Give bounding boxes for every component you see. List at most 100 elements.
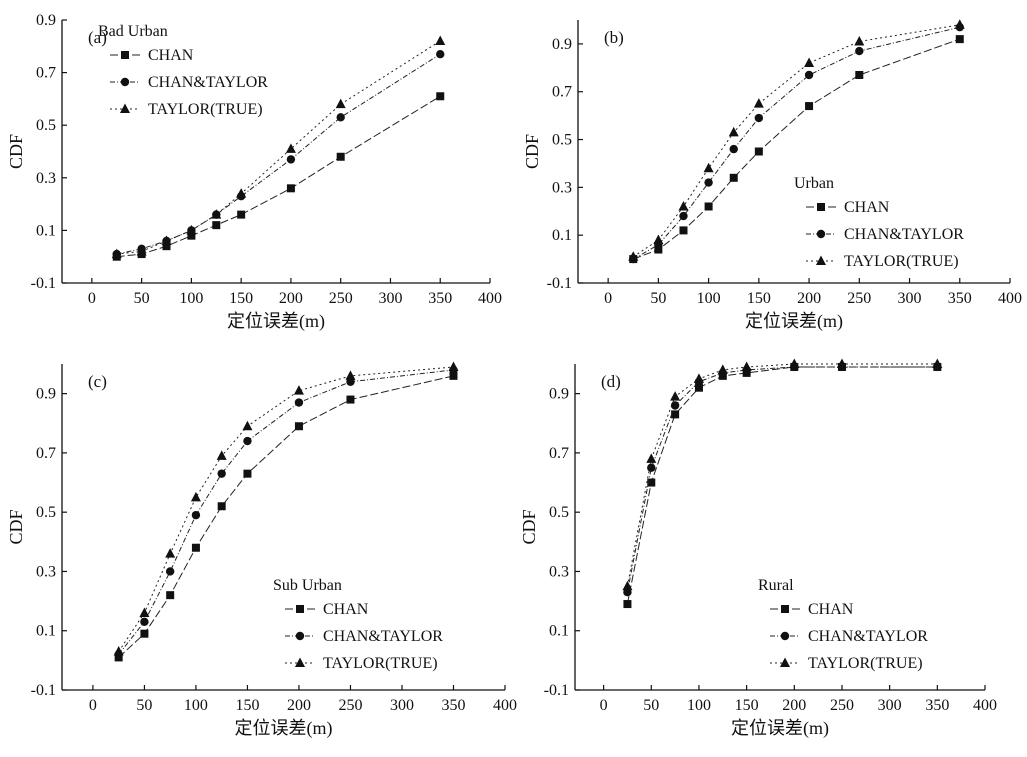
- data-point-circle: [217, 469, 226, 478]
- x-tick-label: 100: [687, 697, 711, 714]
- x-tick-label: 0: [600, 697, 608, 714]
- y-tick-label: 0.7: [36, 65, 56, 82]
- legend: Rural CHAN CHAN&TAYLOR TAYLOR(TRUE): [758, 577, 928, 672]
- data-point-circle: [336, 113, 345, 122]
- data-point-triangle: [186, 224, 197, 235]
- x-tick-label: 250: [338, 697, 362, 714]
- legend-label: CHAN: [148, 47, 194, 64]
- data-point-circle: [670, 401, 680, 410]
- data-point-square: [140, 629, 149, 638]
- data-point-triangle: [804, 57, 815, 68]
- x-tick-label: 50: [136, 697, 152, 714]
- legend-label: TAYLOR(TRUE): [323, 655, 438, 672]
- legend-label: CHAN&TAYLOR: [808, 628, 928, 645]
- series-line-square: [116, 95, 441, 258]
- y-tick-label: 0.3: [36, 170, 56, 187]
- data-point-triangle: [670, 391, 681, 401]
- data-point-square: [855, 70, 864, 79]
- data-point-square: [237, 210, 246, 219]
- legend-marker-circle: [295, 631, 305, 641]
- y-tick-label: 0.7: [549, 445, 569, 462]
- data-point-triangle: [678, 200, 689, 211]
- y-tick-label: 0.9: [36, 12, 56, 29]
- x-axis-title: 定位误差(m): [235, 718, 333, 739]
- data-point-triangle: [646, 453, 657, 463]
- panel-label: (b): [604, 28, 624, 47]
- series-line-circle: [633, 26, 960, 260]
- data-point-triangle: [448, 361, 459, 371]
- legend-marker-circle: [816, 229, 826, 239]
- legend-label: CHAN&TAYLOR: [323, 628, 443, 645]
- x-tick-label: 250: [329, 290, 353, 307]
- x-tick-label: 250: [830, 697, 854, 714]
- x-tick-label: 300: [390, 697, 414, 714]
- data-point-triangle: [622, 580, 633, 591]
- x-tick-label: 300: [878, 697, 902, 714]
- y-tick-label: 0.3: [552, 179, 572, 196]
- legend-label: TAYLOR(TRUE): [808, 655, 923, 672]
- data-point-triangle: [236, 188, 247, 198]
- data-point-triangle: [717, 364, 728, 374]
- y-tick-label: -0.1: [547, 275, 572, 292]
- data-point-triangle: [653, 234, 664, 244]
- data-point-square: [754, 147, 763, 156]
- x-tick-label: 400: [998, 290, 1022, 307]
- y-tick-label: 0.1: [36, 623, 56, 640]
- data-point-triangle: [139, 607, 150, 617]
- data-point-square: [162, 242, 171, 251]
- data-point-triangle: [693, 373, 704, 383]
- data-point-triangle: [293, 385, 304, 395]
- data-point-triangle: [854, 36, 865, 46]
- data-point-square: [187, 231, 196, 240]
- data-point-square: [294, 422, 303, 431]
- legend: Sub Urban CHAN CHAN&TAYLOR TAYLOR(TRUE): [273, 577, 443, 672]
- data-point-square: [449, 371, 458, 380]
- data-point-triangle: [753, 98, 764, 108]
- y-tick-label: -0.1: [544, 682, 569, 699]
- data-point-triangle: [932, 358, 943, 368]
- data-point-circle: [804, 70, 814, 80]
- legend-marker-circle: [780, 631, 790, 641]
- y-tick-label: 0.5: [549, 504, 569, 521]
- y-tick-label: 0.7: [36, 445, 56, 462]
- data-point-square: [679, 226, 688, 235]
- y-tick-label: 0.3: [36, 563, 56, 580]
- x-tick-label: 300: [378, 290, 402, 307]
- x-tick-label: 0: [88, 290, 96, 307]
- data-point-square: [212, 221, 221, 230]
- x-tick-label: 350: [925, 697, 949, 714]
- y-axis-title: CDF: [519, 509, 539, 544]
- data-point-circle: [679, 211, 688, 221]
- panel-label: (c): [88, 372, 107, 391]
- legend-marker-square: [781, 605, 789, 613]
- x-tick-label: 400: [478, 290, 502, 307]
- data-point-circle: [704, 178, 713, 187]
- legend-label: CHAN&TAYLOR: [148, 74, 268, 91]
- data-point-triangle: [435, 35, 446, 46]
- legend-label: TAYLOR(TRUE): [148, 101, 263, 118]
- legend-label: TAYLOR(TRUE): [844, 253, 959, 270]
- series-line-square: [633, 38, 960, 260]
- data-point-triangle: [136, 245, 147, 256]
- data-point-square: [191, 543, 200, 552]
- data-point-square: [286, 184, 295, 193]
- legend-label: CHAN&TAYLOR: [844, 226, 964, 243]
- data-point-square: [955, 35, 964, 44]
- panel-label: (a): [88, 28, 107, 47]
- y-tick-label: 0.5: [36, 504, 56, 521]
- y-axis-title: CDF: [6, 509, 26, 544]
- data-point-circle: [754, 113, 764, 123]
- x-axis-title: 定位误差(m): [745, 311, 843, 332]
- data-point-triangle: [345, 370, 356, 380]
- legend-title: Urban: [794, 175, 834, 192]
- y-tick-label: 0.9: [552, 36, 572, 53]
- data-point-triangle: [161, 235, 172, 245]
- x-tick-label: 350: [948, 290, 972, 307]
- data-point-circle: [436, 49, 445, 59]
- series-line-square: [118, 375, 454, 658]
- data-point-triangle: [190, 491, 201, 502]
- legend: Urban CHAN CHAN&TAYLOR TAYLOR(TRUE): [794, 175, 964, 270]
- x-tick-label: 300: [898, 290, 922, 307]
- x-tick-label: 50: [650, 290, 666, 307]
